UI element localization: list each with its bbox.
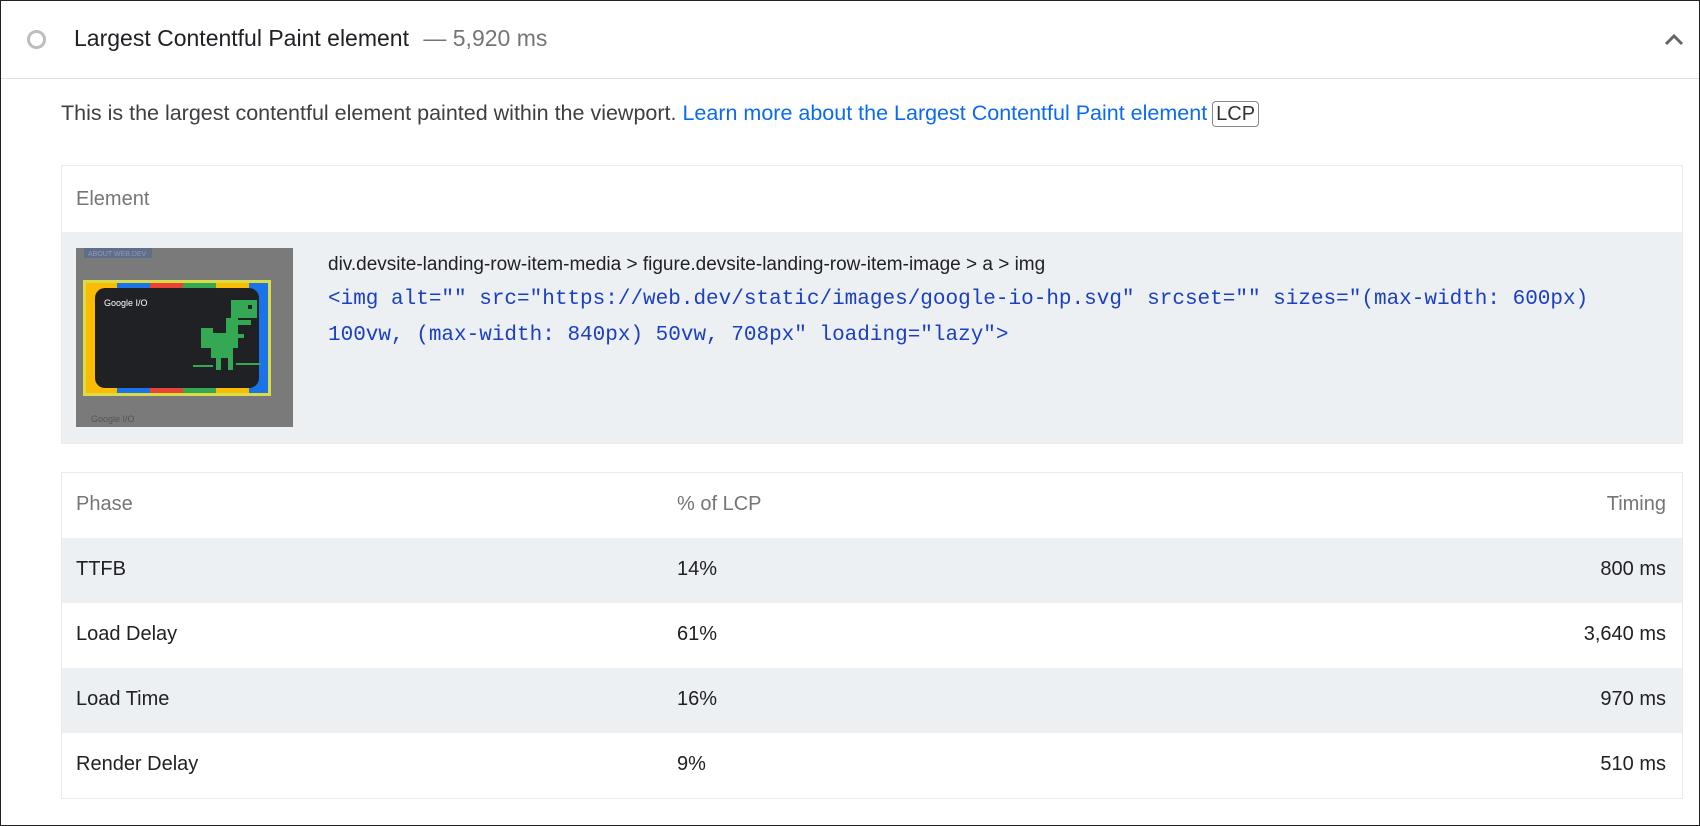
phase-name: Load Delay — [76, 623, 178, 645]
description-text: This is the largest contentful element p… — [61, 101, 677, 125]
element-snippet: <img alt="" src="https://web.dev/static/… — [328, 282, 1588, 354]
phase-timing: 3,640 ms — [1583, 623, 1666, 645]
header-phase: Phase — [76, 493, 133, 515]
circle-outline-icon — [27, 30, 46, 49]
phase-percent: 9% — [677, 753, 706, 775]
phase-table: Phase % of LCP Timing TTFB 14% 800 ms Lo… — [61, 472, 1683, 799]
table-row: TTFB 14% 800 ms — [62, 538, 1682, 603]
phase-percent: 61% — [677, 623, 718, 645]
phase-name: Render Delay — [76, 753, 199, 775]
header-percent: % of LCP — [677, 493, 762, 515]
table-row: Load Delay 61% 3,640 ms — [62, 603, 1682, 668]
thumbnail-bottom-label: Google I/O — [91, 414, 135, 424]
audit-title-text: Largest Contentful Paint element — [74, 25, 409, 51]
snippet-line: <img alt="" src="https://web.dev/static/… — [328, 288, 1589, 311]
element-header: Element — [76, 187, 150, 210]
lcp-badge: LCP — [1212, 101, 1260, 127]
separator: — — [423, 25, 447, 51]
element-selector: div.devsite-landing-row-item-media > fig… — [328, 254, 1046, 275]
snippet-line: 100vw, (max-width: 840px) 50vw, 708px" l… — [328, 324, 1009, 347]
phase-name: TTFB — [76, 558, 126, 580]
header-timing: Timing — [1606, 493, 1666, 515]
element-row: ABOUT WEB.DEV Google I/O Google — [62, 232, 1682, 443]
phase-timing: 800 ms — [1600, 558, 1666, 580]
phase-timing: 510 ms — [1600, 753, 1666, 775]
chevron-up-icon[interactable] — [1663, 31, 1685, 47]
audit-description: This is the largest contentful element p… — [61, 101, 1260, 127]
phase-percent: 16% — [677, 688, 718, 710]
phase-percent: 14% — [677, 558, 718, 580]
learn-more-link[interactable]: Learn more about the Largest Contentful … — [682, 101, 1208, 125]
element-table: Element ABOUT WEB.DEV Google I/O — [61, 165, 1683, 444]
table-row: Load Time 16% 970 ms — [62, 668, 1682, 733]
phase-table-header: Phase % of LCP Timing — [62, 473, 1682, 538]
thumbnail-brand: Google I/O — [104, 298, 148, 308]
phase-timing: 970 ms — [1600, 688, 1666, 710]
audit-header[interactable]: Largest Contentful Paint element — 5,920… — [1, 1, 1699, 79]
phase-name: Load Time — [76, 688, 170, 710]
table-row: Render Delay 9% 510 ms — [62, 733, 1682, 798]
thumbnail-top-label: ABOUT WEB.DEV — [88, 251, 147, 258]
audit-title: Largest Contentful Paint element — 5,920… — [74, 25, 547, 52]
audit-value: 5,920 ms — [452, 25, 548, 51]
element-thumbnail: ABOUT WEB.DEV Google I/O Google — [76, 248, 293, 427]
